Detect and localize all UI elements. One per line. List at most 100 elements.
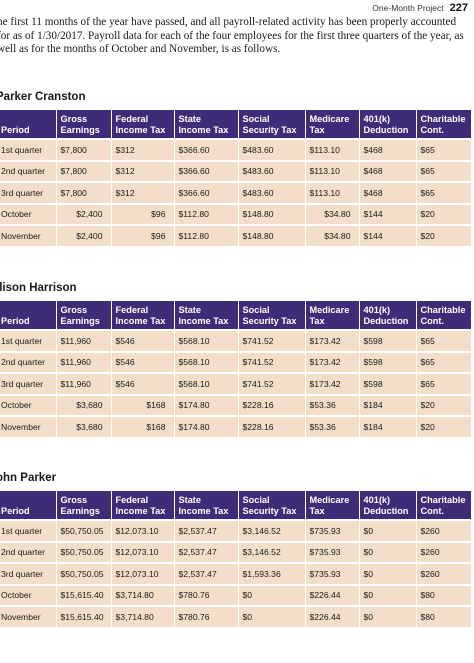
cell-gross-earnings: $7,800 — [56, 159, 112, 182]
cell-charitable-cont: $20 — [416, 415, 471, 437]
cell-charitable-cont: $20 — [416, 202, 471, 225]
column-header-social-security-tax: Social Security Tax — [238, 110, 306, 139]
cell-social-security-tax: $148.80 — [238, 202, 306, 225]
cell-gross-earnings: $3,680 — [56, 415, 112, 437]
cell-social-security-tax: $228.16 — [238, 393, 306, 416]
running-title: One-Month Project — [372, 3, 444, 13]
cell-period: 2nd quarter — [0, 350, 57, 373]
column-header-401k-deduction: 401(k) Deduction — [359, 491, 417, 520]
cell-charitable-cont: $260 — [416, 519, 471, 542]
cell-gross-earnings: $50,750.05 — [56, 562, 112, 585]
cell-state-income-tax: $2,537.47 — [174, 540, 239, 563]
cell-gross-earnings: $11,960 — [56, 329, 112, 352]
table-row: November $2,400 $96 $112.80 $148.80 $34.80 $14… — [0, 224, 471, 246]
table-row: 3rd quarter $50,750.05 $12,073.10 $2,537.47… — [0, 562, 471, 585]
cell-social-security-tax: $3,146.52 — [238, 519, 306, 542]
cell-state-income-tax: $780.76 — [174, 605, 239, 627]
employee-name: ohn Parker — [0, 472, 57, 484]
cell-gross-earnings: $3,680 — [56, 393, 112, 416]
cell-period: 2nd quarter — [0, 540, 57, 563]
cell-401k-deduction: $468 — [359, 181, 417, 204]
column-header-401k-deduction: 401(k) Deduction — [359, 110, 417, 139]
cell-federal-income-tax: $168 — [111, 393, 175, 416]
table-row: 1st quarter $7,800 $312 $366.60 $483.60 $113.… — [0, 138, 471, 161]
cell-federal-income-tax: $546 — [111, 372, 175, 395]
cell-state-income-tax: $112.80 — [174, 224, 239, 246]
cell-charitable-cont: $65 — [416, 350, 471, 373]
cell-gross-earnings: $50,750.05 — [56, 519, 112, 542]
cell-federal-income-tax: $12,073.10 — [111, 519, 175, 542]
cell-medicare-tax: $113.10 — [305, 159, 360, 182]
cell-federal-income-tax: $546 — [111, 350, 175, 373]
column-header-charitable-cont: Charitable Cont. — [416, 110, 471, 139]
table-header-row: Period Gross Earnings Federal Income Tax St… — [0, 491, 471, 520]
table-header-row: Period Gross Earnings Federal Income Tax St… — [0, 110, 471, 139]
cell-state-income-tax: $568.10 — [174, 350, 239, 373]
cell-401k-deduction: $0 — [359, 605, 417, 627]
column-header-social-security-tax: Social Security Tax — [238, 301, 306, 330]
cell-charitable-cont: $80 — [416, 605, 471, 627]
cell-gross-earnings: $2,400 — [56, 224, 112, 246]
cell-state-income-tax: $2,537.47 — [174, 562, 239, 585]
cell-medicare-tax: $226.44 — [305, 583, 360, 606]
cell-social-security-tax: $483.60 — [238, 138, 306, 161]
cell-401k-deduction: $0 — [359, 562, 417, 585]
cell-gross-earnings: $7,800 — [56, 138, 112, 161]
cell-medicare-tax: $34.80 — [305, 202, 360, 225]
cell-federal-income-tax: $96 — [111, 202, 175, 225]
table-row: 1st quarter $11,960 $546 $568.10 $741.52 $173… — [0, 329, 471, 352]
cell-medicare-tax: $113.10 — [305, 181, 360, 204]
cell-charitable-cont: $65 — [416, 372, 471, 395]
cell-medicare-tax: $735.93 — [305, 562, 360, 585]
cell-gross-earnings: $11,960 — [56, 372, 112, 395]
payroll-table: Period Gross Earnings Federal Income Tax St… — [0, 301, 471, 437]
cell-federal-income-tax: $546 — [111, 329, 175, 352]
cell-401k-deduction: $598 — [359, 350, 417, 373]
cell-charitable-cont: $80 — [416, 583, 471, 606]
cell-state-income-tax: $780.76 — [174, 583, 239, 606]
table-row: 2nd quarter $11,960 $546 $568.10 $741.52 $173… — [0, 350, 471, 373]
column-header-federal-income-tax: Federal Income Tax — [111, 301, 175, 330]
cell-charitable-cont: $65 — [416, 138, 471, 161]
table-row: 3rd quarter $7,800 $312 $366.60 $483.60 $113.… — [0, 181, 471, 204]
cell-charitable-cont: $260 — [416, 540, 471, 563]
cell-state-income-tax: $568.10 — [174, 372, 239, 395]
cell-social-security-tax: $3,146.52 — [238, 540, 306, 563]
cell-period: November — [0, 415, 57, 437]
cell-federal-income-tax: $96 — [111, 224, 175, 246]
cell-charitable-cont: $20 — [416, 224, 471, 246]
table-row: November $3,680 $168 $174.80 $228.16 $53.36 $1… — [0, 415, 471, 437]
column-header-medicare-tax: Medicare Tax — [305, 301, 360, 330]
table-row: October $3,680 $168 $174.80 $228.16 $53.36 $18… — [0, 393, 471, 416]
cell-medicare-tax: $113.10 — [305, 138, 360, 161]
column-header-period: Period — [0, 301, 57, 330]
cell-state-income-tax: $366.60 — [174, 138, 239, 161]
page-number: 227 — [449, 2, 468, 14]
cell-period: 1st quarter — [0, 138, 57, 161]
table-row: 3rd quarter $11,960 $546 $568.10 $741.52 $173… — [0, 372, 471, 395]
cell-period: 1st quarter — [0, 519, 57, 542]
cell-state-income-tax: $112.80 — [174, 202, 239, 225]
cell-social-security-tax: $0 — [238, 583, 306, 606]
cell-period: October — [0, 583, 57, 606]
column-header-medicare-tax: Medicare Tax — [305, 110, 360, 139]
cell-period: 3rd quarter — [0, 372, 57, 395]
table-row: 2nd quarter $7,800 $312 $366.60 $483.60 $113.… — [0, 159, 471, 182]
cell-period: 3rd quarter — [0, 181, 57, 204]
cell-social-security-tax: $741.52 — [238, 372, 306, 395]
cell-period: October — [0, 202, 57, 225]
cell-401k-deduction: $0 — [359, 540, 417, 563]
table-body: 1st quarter $11,960 $546 $568.10 $741.52 $173… — [0, 329, 471, 437]
cell-social-security-tax: $228.16 — [238, 415, 306, 437]
cell-period: 3rd quarter — [0, 562, 57, 585]
table-row: 2nd quarter $50,750.05 $12,073.10 $2,537.47… — [0, 540, 471, 563]
cell-medicare-tax: $735.93 — [305, 540, 360, 563]
cell-medicare-tax: $53.36 — [305, 393, 360, 416]
cell-charitable-cont: $20 — [416, 393, 471, 416]
cell-state-income-tax: $366.60 — [174, 159, 239, 182]
cell-social-security-tax: $0 — [238, 605, 306, 627]
table-row: November $15,615.40 $3,714.80 $780.76 $0 $226… — [0, 605, 471, 627]
cell-medicare-tax: $735.93 — [305, 519, 360, 542]
cell-period: November — [0, 224, 57, 246]
cell-social-security-tax: $741.52 — [238, 329, 306, 352]
